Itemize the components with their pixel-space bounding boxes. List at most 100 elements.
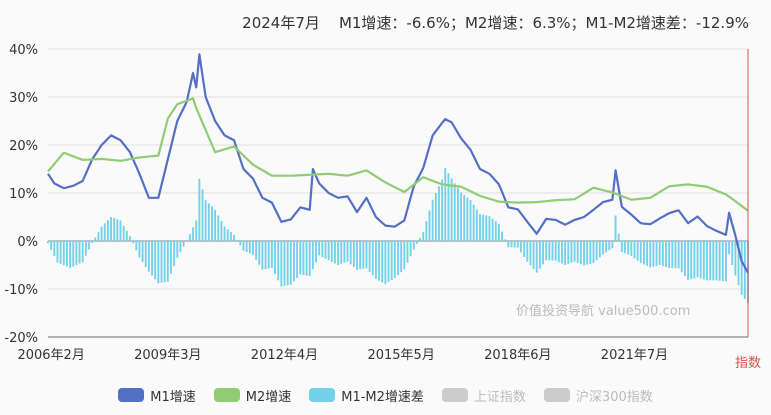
diff-bar xyxy=(371,241,374,276)
diff-bar xyxy=(201,189,204,241)
diff-bar xyxy=(520,241,522,253)
y-tick-label: 10% xyxy=(9,187,38,202)
diff-bar xyxy=(192,227,194,241)
diff-bar xyxy=(100,226,103,241)
diff-bar xyxy=(646,241,649,266)
y-tick-label: 0% xyxy=(17,235,38,250)
diff-bar xyxy=(557,241,560,263)
right-axis-label: 指数 xyxy=(735,356,761,371)
diff-bar xyxy=(731,241,734,265)
diff-bar xyxy=(491,218,494,241)
diff-bar xyxy=(683,241,686,277)
diff-bar xyxy=(740,241,743,295)
legend-item-hs300[interactable]: 沪深300指数 xyxy=(543,386,653,405)
diff-bar xyxy=(94,237,97,241)
diff-bar xyxy=(163,241,166,283)
diff-bar xyxy=(359,241,362,270)
diff-bar xyxy=(198,178,201,241)
diff-bar xyxy=(583,241,585,266)
diff-bar xyxy=(277,241,280,281)
m1-line xyxy=(47,53,749,274)
diff-bar xyxy=(289,241,292,285)
diff-bar xyxy=(668,241,671,268)
diff-bar xyxy=(179,241,182,253)
diff-bar xyxy=(356,241,358,270)
x-tick-label: 2021年7月 xyxy=(601,348,668,363)
diff-bar xyxy=(315,241,317,263)
diff-bar xyxy=(526,241,529,262)
x-tick-label: 2018年6月 xyxy=(484,348,551,363)
diff-bar xyxy=(97,232,100,241)
legend-swatch-hs300 xyxy=(543,388,570,402)
diff-bar xyxy=(545,241,548,261)
diff-bar xyxy=(479,214,481,241)
diff-bar xyxy=(690,241,693,280)
diff-bar xyxy=(658,241,661,265)
diff-bar xyxy=(434,193,437,241)
diff-bar xyxy=(605,241,608,253)
diff-bar xyxy=(252,241,254,255)
legend-item-diff[interactable]: M1-M2增速差 xyxy=(309,386,424,405)
diff-bar xyxy=(381,241,384,283)
diff-bar xyxy=(513,241,516,248)
diff-bar xyxy=(737,241,740,286)
header-summary: 2024年7月 M1增速：-6.6%；M2增速：6.3%；M1-M2增速差：-1… xyxy=(242,14,749,32)
diff-bar xyxy=(469,200,472,241)
diff-bar xyxy=(485,215,488,241)
diff-bar xyxy=(122,225,125,241)
diff-bar xyxy=(608,241,611,251)
diff-bar xyxy=(374,241,377,279)
diff-bar xyxy=(652,241,655,267)
legend-swatch-m2 xyxy=(213,388,240,402)
diff-bar xyxy=(110,217,113,241)
legend-item-m2[interactable]: M2增速 xyxy=(213,386,292,405)
diff-bar xyxy=(211,206,213,241)
diff-bar xyxy=(542,241,544,265)
diff-bar xyxy=(665,241,667,267)
legend-label-diff: M1-M2增速差 xyxy=(341,389,424,405)
diff-bar xyxy=(743,241,746,299)
diff-bar xyxy=(324,241,327,259)
diff-bar xyxy=(494,221,497,241)
diff-bar xyxy=(53,241,56,257)
diff-bar xyxy=(724,241,727,282)
diff-bar xyxy=(482,214,485,241)
y-tick-label: 30% xyxy=(9,91,38,106)
diff-bar xyxy=(132,241,135,244)
diff-bar xyxy=(274,241,276,275)
diff-bar xyxy=(62,241,65,266)
diff-bar xyxy=(447,173,450,241)
diff-bar xyxy=(390,241,393,281)
diff-bar xyxy=(321,241,324,257)
diff-bar xyxy=(734,241,737,276)
diff-bar xyxy=(406,241,409,263)
diff-bar xyxy=(91,241,94,243)
diff-bar xyxy=(173,241,176,266)
diff-bar xyxy=(248,241,251,254)
diff-bar xyxy=(419,237,422,241)
diff-bar xyxy=(570,241,573,263)
diff-bar xyxy=(378,241,381,281)
diff-bar xyxy=(88,241,90,250)
diff-bar xyxy=(706,241,708,281)
diff-bars xyxy=(47,168,749,303)
legend-item-m1[interactable]: M1增速 xyxy=(118,386,196,405)
diff-bar xyxy=(242,241,245,251)
diff-bar xyxy=(365,241,368,269)
diff-bar xyxy=(472,204,475,241)
diff-bar xyxy=(204,200,207,241)
legend-label-m2: M2增速 xyxy=(245,389,292,405)
diff-bar xyxy=(220,221,223,241)
diff-bar xyxy=(103,223,106,241)
x-tick-label: 2006年2月 xyxy=(17,348,84,363)
y-tick-label: 20% xyxy=(9,139,38,154)
diff-bar xyxy=(397,241,399,276)
legend-item-sh-index[interactable]: 上证指数 xyxy=(441,386,526,405)
diff-bar xyxy=(81,241,84,263)
diff-bar xyxy=(728,241,731,255)
diff-bar xyxy=(598,241,601,258)
diff-bar xyxy=(674,241,677,269)
diff-bar xyxy=(529,241,532,266)
x-tick-label: 2015年5月 xyxy=(367,348,434,363)
